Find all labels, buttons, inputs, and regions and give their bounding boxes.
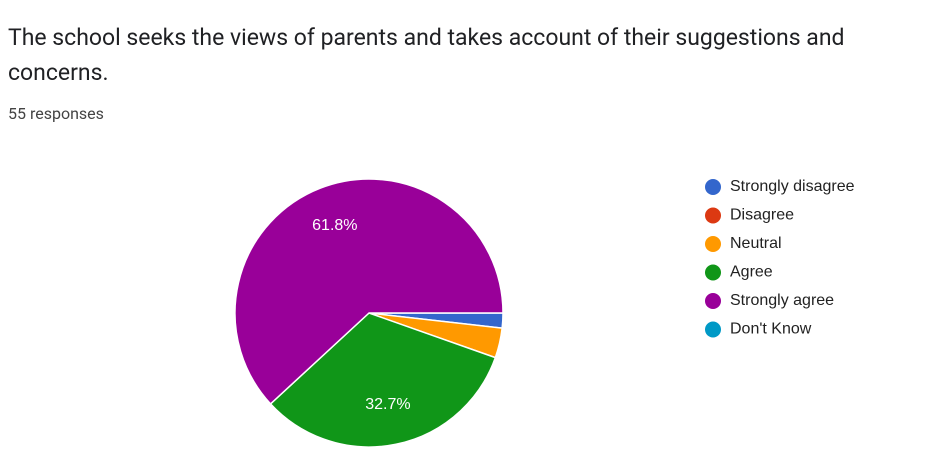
legend-label: Strongly agree — [730, 292, 834, 309]
legend-marker — [705, 293, 721, 309]
data-label: 61.8% — [312, 217, 357, 234]
data-label: 32.7% — [365, 396, 410, 413]
legend-label: Agree — [730, 264, 773, 281]
chart-title: The school seeks the views of parents an… — [8, 24, 845, 86]
pie-slice — [269, 312, 497, 448]
legend-marker — [705, 236, 721, 252]
legend-marker — [705, 264, 721, 281]
legend-label: Don't Know — [730, 321, 812, 338]
legend-label: Neutral — [730, 235, 782, 252]
pie-slice — [234, 178, 504, 405]
legend-marker — [705, 207, 721, 224]
legend-label: Disagree — [730, 207, 794, 224]
legend-marker — [705, 321, 721, 338]
legend-label: Strongly disagree — [730, 178, 855, 195]
chart-subtitle: 55 responses — [8, 104, 104, 123]
legend-marker — [705, 179, 721, 195]
